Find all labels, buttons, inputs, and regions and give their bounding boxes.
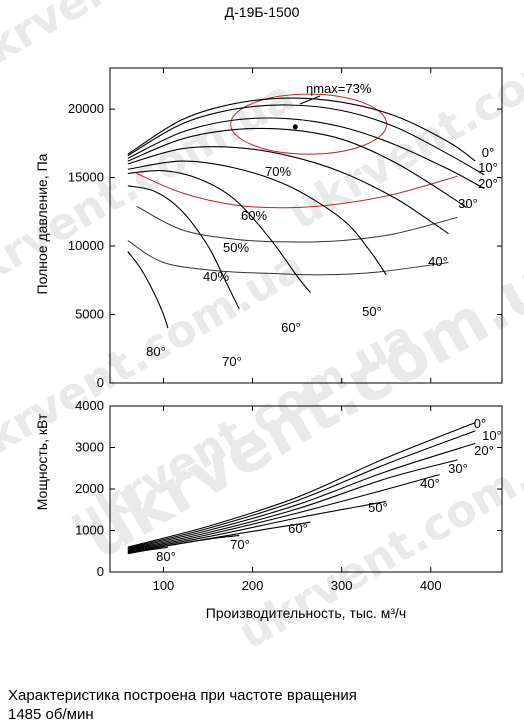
power-curve bbox=[127, 473, 440, 551]
pressure-y-tick-label: 5000 bbox=[75, 307, 104, 322]
power-curve-label: 10° bbox=[482, 428, 502, 443]
power-y-axis-label: Мощность, кВт bbox=[34, 413, 50, 510]
pressure-y-tick-label: 15000 bbox=[68, 170, 104, 185]
efficiency-curve bbox=[127, 240, 449, 276]
pressure-y-tick-label: 0 bbox=[97, 375, 104, 390]
power-x-tick-label: 300 bbox=[331, 578, 353, 593]
power-curve-label: 30° bbox=[448, 461, 468, 476]
pressure-curve-label: 30° bbox=[458, 196, 478, 211]
pressure-curve-label: 40° bbox=[428, 254, 448, 269]
pressure-curve-label: 80° bbox=[146, 344, 166, 359]
efficiency-contour-label: 50% bbox=[223, 240, 249, 255]
power-curve-label: 20° bbox=[474, 443, 494, 458]
power-curve-label: 60° bbox=[288, 521, 308, 536]
power-curve bbox=[127, 430, 476, 549]
pressure-curve bbox=[127, 127, 467, 209]
power-curve-label: 40° bbox=[420, 476, 440, 491]
efficiency-curve bbox=[136, 205, 458, 243]
pressure-curve-label: 70° bbox=[222, 354, 242, 369]
pressure-y-axis-label: Полное давление, Па bbox=[34, 153, 50, 294]
power-y-tick-label: 4000 bbox=[75, 398, 104, 413]
fan-characteristic-chart: ukrvent.com.uaukrvent.com.uaukrvent.com.… bbox=[0, 0, 524, 660]
pressure-curve bbox=[127, 251, 169, 329]
power-curve bbox=[127, 459, 458, 551]
footnote: Характеристика построена при частоте вра… bbox=[8, 686, 357, 724]
footnote-line-2: 1485 об/мин bbox=[8, 706, 94, 723]
pressure-curve bbox=[127, 160, 387, 276]
efficiency-contour-label: 60% bbox=[241, 208, 267, 223]
power-x-tick-label: 400 bbox=[420, 578, 442, 593]
pressure-curve bbox=[127, 117, 485, 189]
pressure-curve-label: 10° bbox=[478, 160, 498, 175]
pressure-y-tick-label: 20000 bbox=[68, 101, 104, 116]
watermark-text: ukrvent.com.ua bbox=[280, 0, 524, 239]
pressure-curve bbox=[127, 146, 449, 235]
power-curve-label: 0° bbox=[474, 416, 486, 431]
watermark-layer: ukrvent.com.uaukrvent.com.uaukrvent.com.… bbox=[0, 0, 524, 660]
power-curve bbox=[127, 500, 387, 552]
power-curve-label: 50° bbox=[368, 500, 388, 515]
pressure-curve bbox=[127, 104, 485, 176]
power-y-tick-label: 3000 bbox=[75, 440, 104, 455]
power-curve-label: 80° bbox=[156, 549, 176, 564]
efficiency-max-label: ηmax=73% bbox=[306, 81, 372, 96]
x-axis-label: Производительность, тыс. м³/ч bbox=[206, 605, 406, 621]
efficiency-contour-label: 40% bbox=[203, 269, 229, 284]
pressure-panel: 0 5000 10000 15000 20000 ηmax=73% 70% 60% 50% 40%… bbox=[68, 67, 503, 390]
power-curve bbox=[127, 546, 168, 555]
pressure-curve bbox=[127, 97, 476, 162]
power-x-tick-label: 100 bbox=[153, 578, 175, 593]
power-y-tick-label: 1000 bbox=[75, 523, 104, 538]
power-curve-label: 70° bbox=[230, 537, 250, 552]
pressure-curve-label: 50° bbox=[362, 304, 382, 319]
efficiency-curve bbox=[136, 173, 458, 209]
efficiency-contour-label: 70% bbox=[265, 164, 291, 179]
pressure-plot-frame bbox=[109, 67, 503, 384]
pressure-curve-label: 0° bbox=[482, 145, 494, 160]
footnote-line-1: Характеристика построена при частоте вра… bbox=[8, 687, 357, 704]
pressure-curve-label: 20° bbox=[478, 176, 498, 191]
power-curve bbox=[127, 442, 476, 550]
efficiency-max-leader bbox=[299, 95, 321, 105]
pressure-curve-label: 60° bbox=[281, 320, 301, 335]
axis-labels: Полное давление, Па Мощность, кВт Производ… bbox=[34, 153, 406, 621]
pressure-y-tick-label: 10000 bbox=[68, 238, 104, 253]
power-curve bbox=[127, 534, 240, 554]
pressure-curve bbox=[127, 169, 311, 293]
power-y-tick-label: 2000 bbox=[75, 481, 104, 496]
efficiency-max-point bbox=[292, 124, 298, 130]
chart-title: Д-19Б-1500 bbox=[224, 4, 300, 20]
power-y-tick-label: 0 bbox=[97, 564, 104, 579]
power-curve bbox=[127, 422, 476, 548]
power-panel: 0 1000 2000 3000 4000 100 200 300 400 0°10°20° 30°… bbox=[75, 398, 503, 593]
power-x-tick-label: 200 bbox=[242, 578, 264, 593]
pressure-curve bbox=[127, 185, 240, 310]
